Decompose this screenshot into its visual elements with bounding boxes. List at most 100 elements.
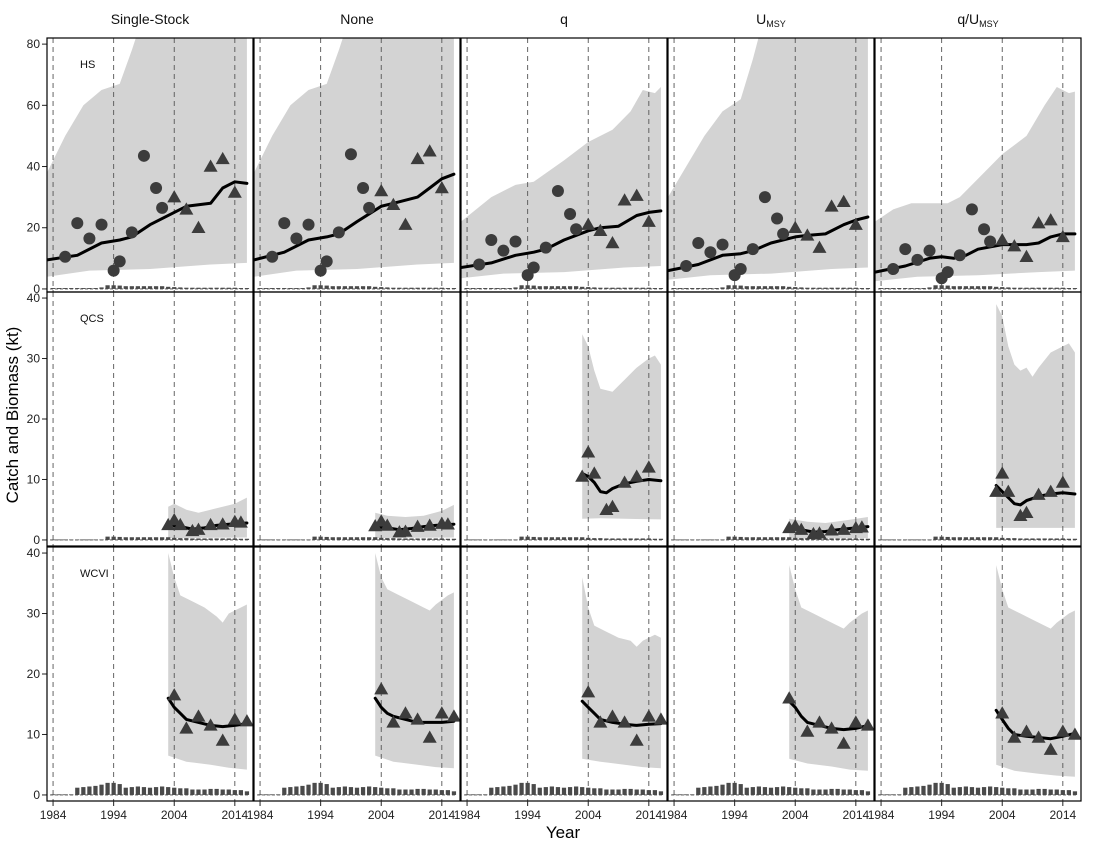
catch-bar [1036,538,1041,540]
survey-point-circle [473,258,486,271]
catch-bar [50,794,56,796]
catch-bar [288,787,293,795]
panel-plot-area [668,38,871,292]
panel-QCS-4 [874,291,1082,547]
catch-bar [957,286,962,289]
survey-point-triangle [434,706,449,719]
catch-bar [312,285,317,289]
catch-bar [933,536,938,540]
confidence-band [254,38,454,277]
catch-bar [628,538,633,540]
catch-bar [232,790,237,795]
catch-bar [835,538,840,540]
catch-bar [543,787,548,795]
survey-point-triangle [410,519,425,532]
panel-plot-area [671,547,874,801]
catch-bar [385,287,390,289]
survey-point-triangle [860,718,874,731]
catch-bar [409,538,414,540]
y-tick-label: 40 [27,160,41,174]
panel-frame [667,291,875,547]
catch-bar [336,537,341,540]
catch-bar [123,537,128,540]
catch-bar [768,787,774,795]
catch-bar [348,537,354,540]
panel-plot-area [878,547,1081,801]
catch-bar [117,285,122,289]
catch-bar [677,794,683,796]
catch-bar [634,538,639,540]
survey-point-triangle [227,712,242,725]
catch-bar [270,288,275,289]
survey-point-triangle [575,469,590,482]
catch-bar [354,787,360,795]
catch-bar [1066,288,1072,289]
catch-bar [525,782,530,795]
catch-bar [153,286,159,289]
survey-point-triangle [203,159,218,172]
catch-bar [963,537,969,540]
catch-bar [208,287,213,289]
catch-bar [1060,538,1065,540]
catch-bar [178,538,183,540]
catch-bar [184,538,189,540]
catch-bar [756,786,762,795]
catch-bar [93,539,98,541]
catch-bar [780,786,786,795]
panel-plot-area [878,292,1078,546]
column-title-base: U [756,11,766,27]
panel-QCS-2 [460,291,668,547]
catch-bar [196,538,201,540]
catch-bar [604,538,609,540]
catch-bar [232,538,237,540]
catch-bar [829,538,834,540]
panel-frame [253,546,461,802]
catch-bar [214,538,219,540]
survey-point-circle [911,253,924,266]
catch-bar [385,538,390,540]
catch-bar [1018,538,1023,540]
catch-bar [646,287,651,289]
survey-point-triangle [1067,727,1081,740]
survey-point-circle [978,223,991,236]
catch-bar [787,286,792,289]
catch-bar [543,286,548,289]
catch-bar [823,789,828,795]
catch-bar [318,536,323,540]
panel-plot-area [257,292,457,546]
survey-point-triangle [812,715,827,728]
survey-point-triangle [989,484,1004,497]
survey-point-triangle [995,466,1010,479]
catch-bar [853,287,858,289]
catch-bar [829,788,834,795]
catch-bar [780,537,786,540]
survey-point-circle [332,226,345,239]
survey-point-triangle [581,445,596,458]
x-tick-label: 2014 [428,808,455,822]
catch-bar [403,789,408,795]
catch-bar [865,538,871,540]
survey-point-triangle [593,223,608,237]
survey-point-triangle [233,515,248,528]
catch-bar [1018,789,1023,795]
catch-bar [513,287,518,289]
panel-frame [874,546,1082,802]
catch-bar [330,286,335,289]
catch-bar [427,538,432,540]
catch-bar [732,536,737,540]
catch-bar [257,288,263,289]
y-tick-label: 0 [33,788,40,802]
catch-bar [202,287,207,289]
survey-point-triangle [836,522,851,535]
catch-bar [805,287,810,289]
catch-bar [69,288,74,289]
survey-point-triangle [605,709,620,722]
catch-bar [1030,789,1035,795]
catch-bar [981,787,987,795]
catch-bar [714,539,719,541]
x-tick-label: 1994 [928,808,955,822]
catch-bar [987,537,993,540]
catch-bar [184,287,189,289]
catch-bar [555,537,561,540]
catch-bar [445,538,451,540]
